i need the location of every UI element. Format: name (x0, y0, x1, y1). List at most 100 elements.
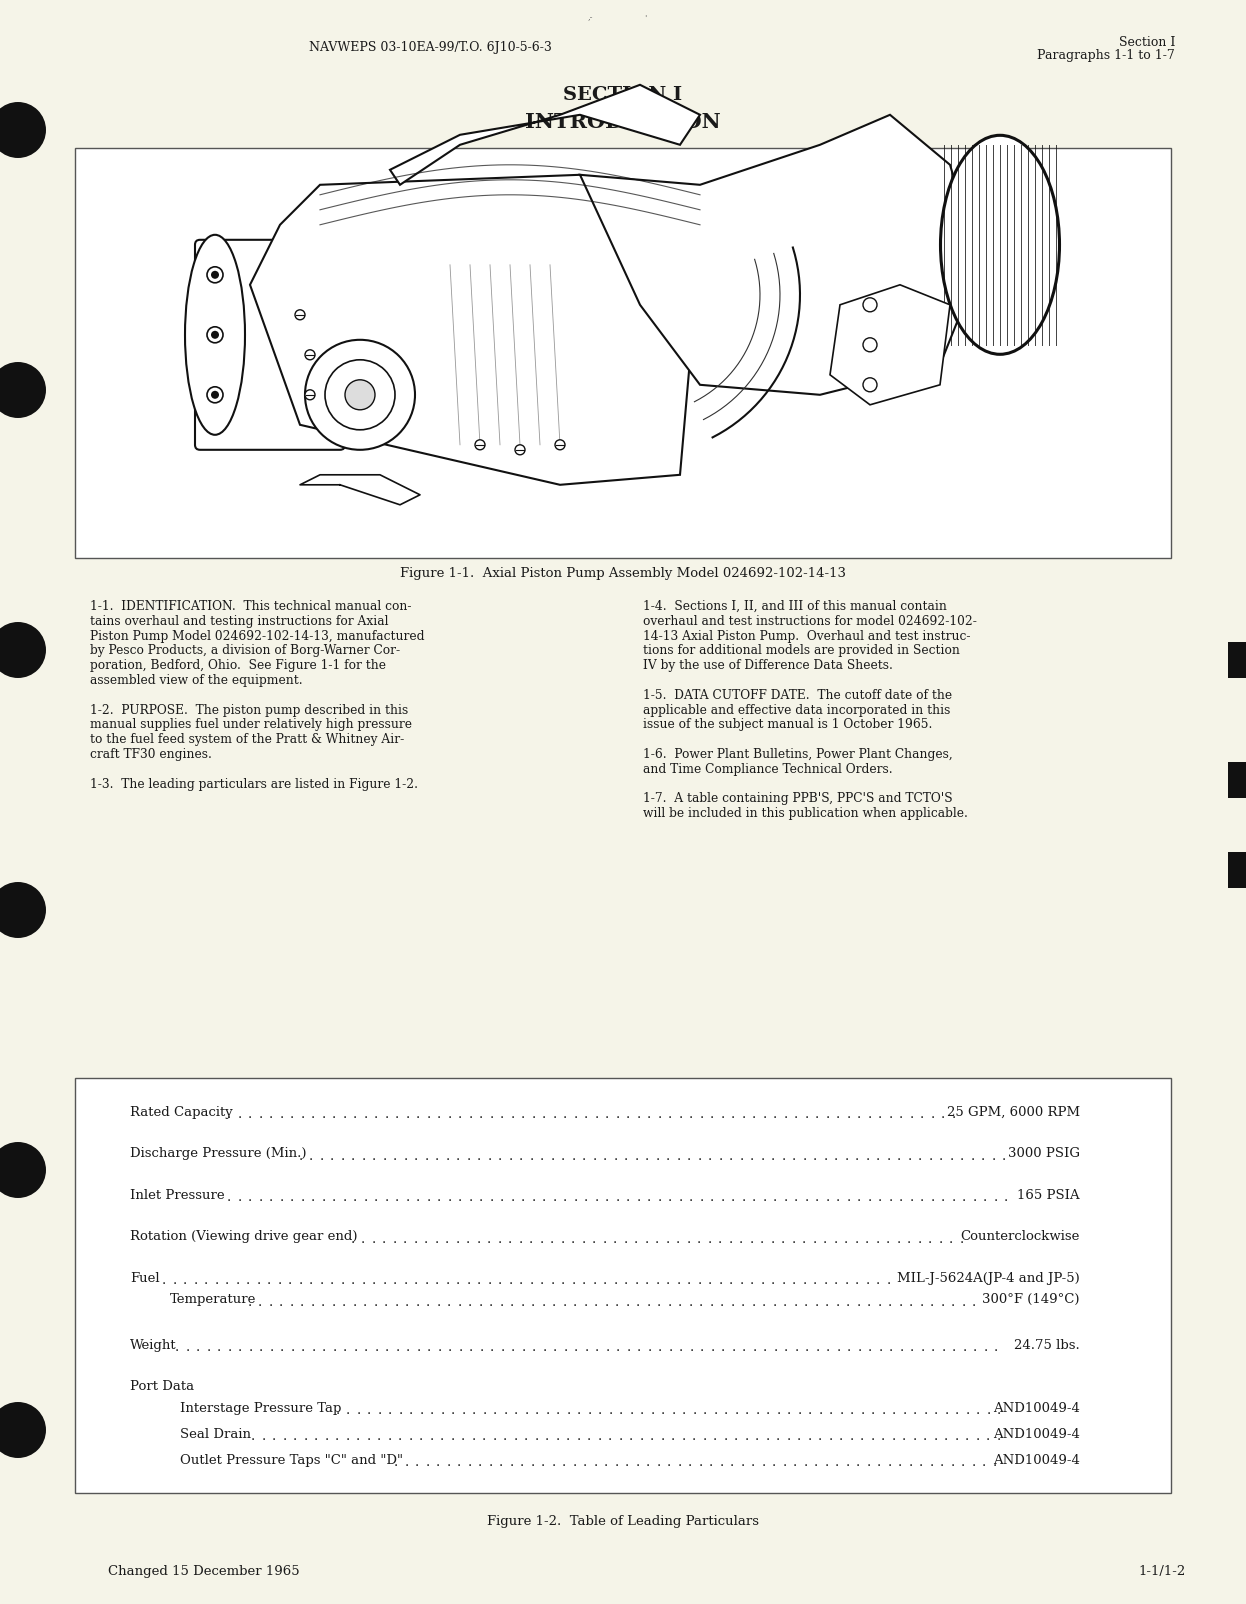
Text: .: . (670, 1431, 675, 1444)
Text: .: . (867, 1108, 872, 1121)
Text: .: . (668, 1296, 672, 1309)
Text: .: . (592, 1274, 597, 1286)
Text: .: . (279, 1192, 284, 1205)
Text: .: . (867, 1296, 871, 1309)
Text: .: . (490, 1192, 493, 1205)
Text: .: . (857, 1192, 861, 1205)
Text: .: . (876, 1150, 880, 1163)
Text: .: . (807, 1431, 811, 1444)
Text: .: . (363, 1296, 368, 1309)
Text: .: . (923, 1431, 927, 1444)
Text: .: . (677, 1150, 680, 1163)
Text: .: . (719, 1150, 723, 1163)
Text: .: . (542, 1341, 547, 1354)
Text: .: . (900, 1341, 903, 1354)
Text: .: . (248, 1296, 252, 1309)
Text: .: . (572, 1456, 577, 1469)
Text: .: . (698, 1456, 703, 1469)
Text: .: . (724, 1405, 728, 1418)
Text: MIL-J-5624A(JP-4 and JP-5): MIL-J-5624A(JP-4 and JP-5) (897, 1272, 1080, 1285)
Text: .: . (804, 1456, 807, 1469)
Text: .: . (856, 1456, 860, 1469)
Text: Rotation (Viewing drive gear end): Rotation (Viewing drive gear end) (130, 1230, 358, 1243)
Circle shape (211, 391, 219, 399)
Text: .: . (624, 1274, 628, 1286)
Text: .: . (839, 1431, 844, 1444)
Text: .: . (877, 1456, 881, 1469)
Text: .: . (310, 1108, 315, 1121)
Text: .: . (741, 1108, 745, 1121)
Text: .: . (608, 1431, 612, 1444)
Text: .: . (186, 1341, 189, 1354)
Text: .: . (394, 1456, 399, 1469)
Text: .: . (374, 1192, 378, 1205)
Text: .: . (714, 1405, 718, 1418)
Text: .: . (729, 1274, 733, 1286)
Text: .: . (710, 1108, 714, 1121)
Text: .: . (500, 1296, 503, 1309)
Text: .: . (582, 1274, 586, 1286)
Text: .: . (435, 1274, 439, 1286)
Text: .: . (309, 1274, 313, 1286)
Text: .: . (729, 1150, 733, 1163)
Text: .: . (424, 1233, 429, 1246)
Text: .: . (350, 1233, 355, 1246)
Text: .: . (949, 1150, 953, 1163)
Text: .: . (478, 1192, 483, 1205)
Circle shape (863, 338, 877, 351)
Text: .: . (949, 1233, 953, 1246)
Text: .: . (556, 1405, 561, 1418)
Text: .: . (734, 1431, 738, 1444)
Text: .: . (511, 1108, 515, 1121)
Text: .: . (898, 1192, 903, 1205)
Text: .: . (314, 1431, 318, 1444)
Text: .: . (731, 1192, 735, 1205)
Text: manual supplies fuel under relatively high pressure: manual supplies fuel under relatively hi… (90, 719, 412, 731)
Text: .: . (986, 1431, 991, 1444)
Text: .: . (665, 1150, 670, 1163)
Text: .: . (461, 1405, 466, 1418)
Text: .: . (587, 1405, 592, 1418)
Text: .: . (402, 1233, 407, 1246)
Text: .: . (335, 1405, 340, 1418)
Text: 300°F (149°C): 300°F (149°C) (983, 1293, 1080, 1306)
Text: .: . (492, 1431, 497, 1444)
Text: .: . (751, 1192, 756, 1205)
Text: .: . (647, 1296, 650, 1309)
Text: .: . (388, 1405, 392, 1418)
Text: .: . (829, 1405, 834, 1418)
Text: .: . (426, 1192, 431, 1205)
Text: Outlet Pressure Taps "C" and "D": Outlet Pressure Taps "C" and "D" (179, 1453, 402, 1468)
Text: .: . (928, 1150, 932, 1163)
Text: .: . (634, 1274, 639, 1286)
Text: .: . (782, 1296, 787, 1309)
Text: .: . (397, 1431, 402, 1444)
Text: .: . (825, 1296, 829, 1309)
Text: .: . (162, 1274, 166, 1286)
Text: .: . (466, 1233, 470, 1246)
Text: .: . (720, 1296, 724, 1309)
Text: .: . (488, 1296, 493, 1309)
Text: .: . (763, 1108, 766, 1121)
Circle shape (554, 439, 564, 449)
Text: .: . (258, 1296, 262, 1309)
Text: .: . (749, 1233, 754, 1246)
Text: .: . (689, 1192, 693, 1205)
Text: .: . (333, 1341, 336, 1354)
Text: .: . (931, 1108, 934, 1121)
Text: .: . (898, 1108, 903, 1121)
Text: .: . (773, 1108, 778, 1121)
Text: .: . (693, 1405, 697, 1418)
Text: .: . (910, 1341, 915, 1354)
Text: .: . (577, 1431, 581, 1444)
Text: .: . (658, 1341, 662, 1354)
Text: .: . (561, 1274, 566, 1286)
Text: .: . (699, 1192, 704, 1205)
Text: .: . (855, 1274, 860, 1286)
Text: .: . (614, 1456, 618, 1469)
Text: .: . (855, 1233, 858, 1246)
Text: .: . (405, 1108, 410, 1121)
Text: .: . (435, 1150, 439, 1163)
Text: .: . (542, 1108, 546, 1121)
Text: .: . (540, 1274, 545, 1286)
